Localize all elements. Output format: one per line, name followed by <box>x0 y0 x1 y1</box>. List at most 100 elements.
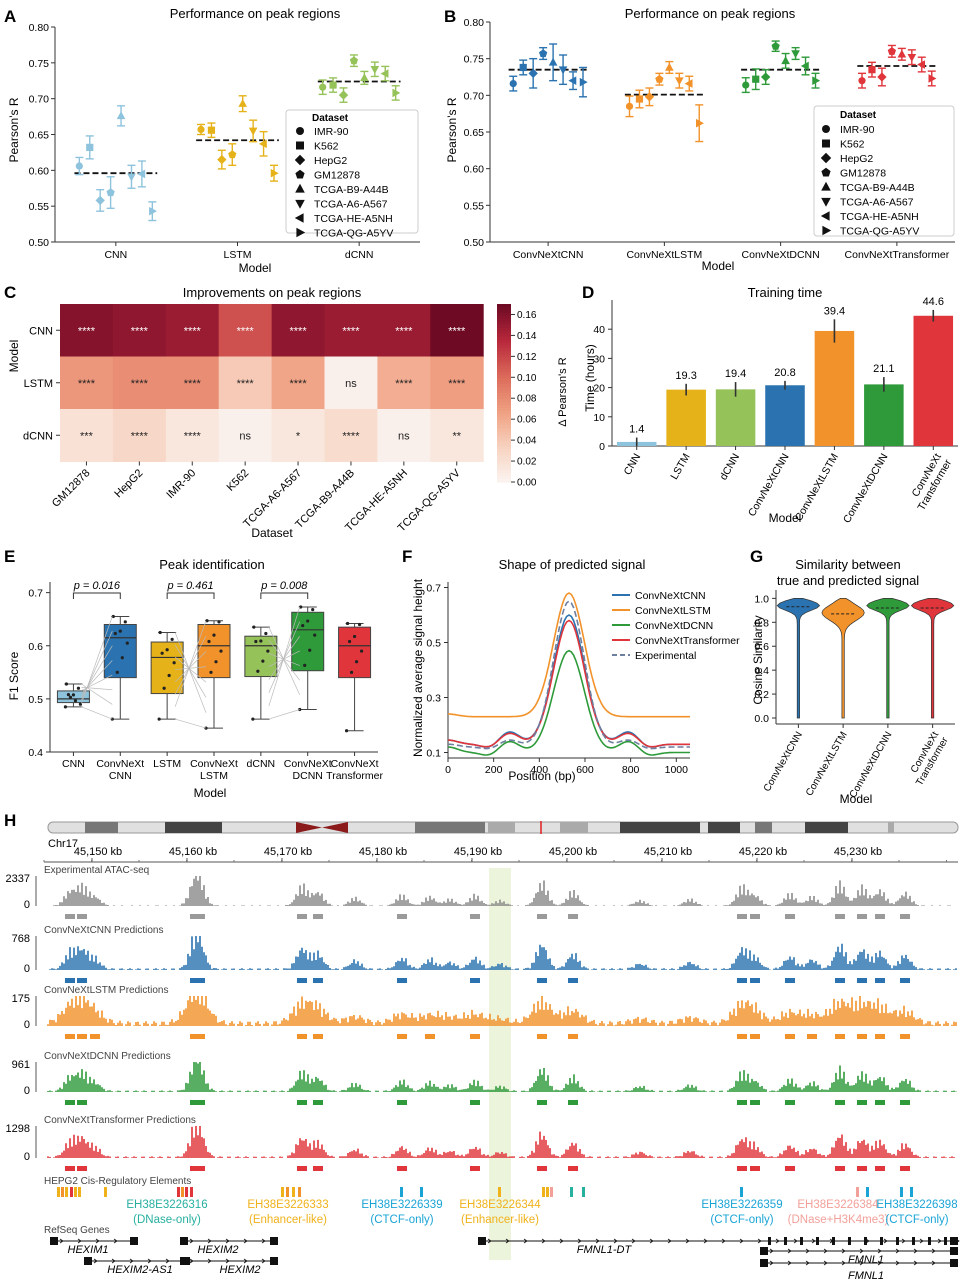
sample-point <box>259 639 263 643</box>
colorbar-segment <box>497 375 511 379</box>
x-tick-label-part: Transformer <box>326 770 383 782</box>
exon <box>950 1237 958 1245</box>
colorbar-segment <box>497 381 511 385</box>
significance-label: ns <box>398 430 410 442</box>
heatmap-cell <box>60 304 114 357</box>
x-tick-label: ConvNeXtLSTM <box>793 452 841 524</box>
x-tick-label-part: ConvNeXt <box>96 758 144 770</box>
panel-g-ylabel: Cosine Similarity <box>751 615 765 704</box>
panel-b-ylabel: Pearson's R <box>445 97 459 162</box>
gene-name: HEXIM2 <box>198 1244 239 1256</box>
panel-c-colorbar: 0.00 0.02 0.04 0.06 0.08 0.10 0.12 0.14 0.16 <box>497 304 537 489</box>
colorbar-segment <box>497 378 511 382</box>
sample-point <box>349 670 354 674</box>
panel-a-legend-box <box>285 109 419 234</box>
strand-arrow <box>225 1258 230 1264</box>
violin-convnextcnn <box>776 598 821 719</box>
colorbar-segment <box>497 369 511 373</box>
strand-arrow <box>919 1238 924 1244</box>
paired-line <box>174 644 207 698</box>
x-tick-label: dCNN <box>717 452 742 483</box>
panel-label-h: H <box>4 811 16 830</box>
legend-label: TCGA-QG-A5YV <box>314 228 393 240</box>
panel-g: G Similarity between true and predicted … <box>750 547 955 806</box>
bar-convnext-transformer <box>913 315 954 446</box>
data-point-k562 <box>519 63 527 72</box>
colorbar-segment <box>497 401 511 406</box>
x-tick-label: 0 <box>445 764 451 776</box>
x-tick-label-part: CNN <box>109 770 132 782</box>
legend-marker <box>295 183 305 193</box>
colorbar-segment <box>497 416 511 421</box>
paired-line <box>81 706 113 720</box>
panel-g-title-line-1: Similarity between <box>795 557 901 572</box>
panel-a-ylabel: Pearson's R <box>7 97 21 162</box>
peak-call <box>65 914 75 919</box>
box-cnn <box>56 690 90 704</box>
ccre-id: EH38E3226398 <box>876 1199 957 1211</box>
paired-line <box>174 620 207 707</box>
row-label: CNN <box>29 325 53 337</box>
legend-marker <box>294 213 304 223</box>
panel-label-f: F <box>402 547 412 566</box>
significance-label: ** <box>452 430 461 442</box>
exon <box>950 1247 958 1255</box>
colorbar-segment <box>497 390 511 394</box>
legend-marker <box>822 125 830 133</box>
x-tick-label: LSTM <box>223 249 251 261</box>
ccre-element <box>910 1187 913 1197</box>
heatmap-cell <box>60 356 114 410</box>
ccre-element <box>498 1187 501 1197</box>
ccre-element <box>61 1187 64 1197</box>
colorbar-segment <box>497 398 511 403</box>
track-min-label: 0 <box>24 963 30 975</box>
colorbar-segment <box>497 446 511 450</box>
peak-call <box>900 1034 910 1039</box>
peak-call <box>750 914 760 919</box>
colorbar-segment <box>497 312 511 317</box>
peak-call <box>835 1034 845 1039</box>
panel-b-xlabel: Model <box>702 259 735 273</box>
column-label: GM12878 <box>50 467 93 510</box>
data-point-gm12878 <box>655 74 664 83</box>
exon <box>816 1237 819 1245</box>
data-point-tcga-qg-a5yv <box>270 168 279 178</box>
x-tick-label: CNN <box>104 249 127 261</box>
sample-point <box>158 630 162 635</box>
peak-call <box>857 978 867 983</box>
refseq-genes-track: HEXIM1 HEXIM2 HEXIM2-AS1 HEXIM2 FMNL1-DT FMNL… <box>50 1237 960 1280</box>
sample-point <box>73 699 78 703</box>
legend-marker <box>296 227 306 238</box>
data-point-k562 <box>635 95 644 103</box>
ccre-element <box>900 1187 903 1197</box>
significance-label: **** <box>395 378 413 390</box>
colorbar-tick-label: 0.00 <box>517 478 537 489</box>
series-line-experimental <box>448 600 690 750</box>
box-convnext-dcnn <box>291 611 325 672</box>
sample-point <box>299 605 303 609</box>
data-point-imr-90 <box>197 125 205 134</box>
x-tick-label: 1000 <box>665 764 689 776</box>
exon <box>800 1237 803 1245</box>
paired-line <box>268 621 301 693</box>
panel-d-xlabel: Model <box>769 511 802 525</box>
peak-call <box>750 1166 760 1171</box>
colorbar-tick-label: 0.14 <box>517 331 537 342</box>
peak-call <box>785 914 795 919</box>
row-label: dCNN <box>23 430 53 442</box>
strand-arrow <box>129 1258 134 1264</box>
sample-point <box>120 656 124 660</box>
peak-call <box>65 1166 75 1171</box>
track-max-label: 175 <box>12 993 30 1005</box>
sample-point <box>313 633 317 637</box>
y-tick-label: 0.55 <box>464 200 485 212</box>
data-point-tcga-a6-a567 <box>370 66 380 74</box>
peak-call <box>313 978 323 983</box>
sample-point <box>303 663 307 668</box>
data-point-gm12878 <box>349 56 359 65</box>
data-point-tcga-a6-a567 <box>907 53 917 62</box>
colorbar-segment <box>497 324 511 329</box>
paired-line <box>81 674 113 691</box>
sample-point <box>252 625 256 629</box>
